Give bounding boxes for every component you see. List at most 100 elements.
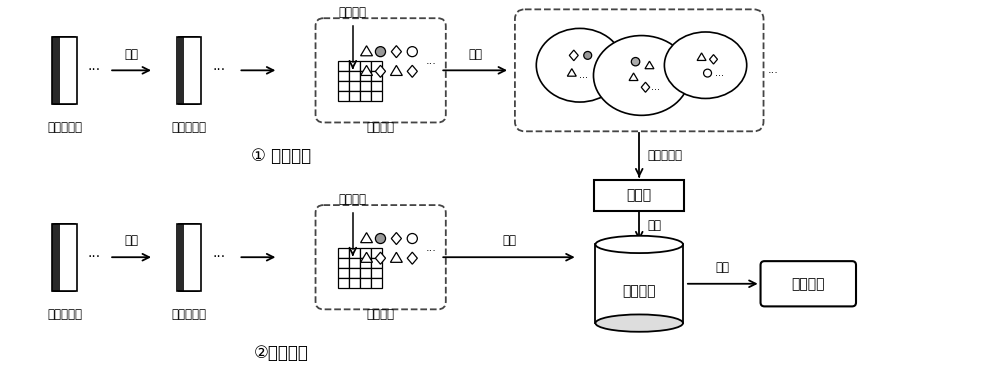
Bar (338, 248, 349, 258)
Bar (55, 224, 73, 291)
Bar (349, 258, 360, 268)
Text: ...: ... (768, 65, 778, 75)
Text: 抽样: 抽样 (124, 234, 138, 247)
Bar (349, 61, 360, 71)
Bar (360, 81, 371, 91)
Bar (349, 278, 360, 288)
Bar (338, 91, 349, 101)
Polygon shape (361, 66, 373, 75)
Polygon shape (390, 252, 402, 262)
Ellipse shape (595, 315, 683, 332)
Bar (177, 37, 195, 104)
Ellipse shape (536, 28, 623, 102)
Text: ②测试过程: ②测试过程 (254, 344, 309, 362)
Text: 训练: 训练 (647, 219, 661, 232)
Bar (360, 248, 371, 258)
Text: 特征提取: 特征提取 (339, 193, 367, 206)
Text: ① 训练过程: ① 训练过程 (251, 147, 311, 165)
Text: 公开数据集: 公开数据集 (47, 122, 82, 135)
Bar (177, 224, 195, 291)
Text: 聚类: 聚类 (468, 47, 482, 61)
Text: 分类模型: 分类模型 (622, 285, 656, 299)
Polygon shape (645, 61, 654, 69)
Bar (371, 248, 382, 258)
Bar (52, 224, 69, 291)
Text: ...: ... (426, 243, 437, 253)
Text: 公开数据集: 公开数据集 (47, 309, 82, 321)
Circle shape (704, 69, 712, 77)
Bar (179, 37, 197, 104)
Bar (360, 258, 371, 268)
Bar (181, 37, 199, 104)
Bar (371, 258, 382, 268)
Bar (179, 224, 197, 291)
Text: ···: ··· (212, 250, 225, 264)
Text: 检测结果: 检测结果 (792, 277, 825, 291)
Polygon shape (391, 232, 401, 244)
Bar (360, 278, 371, 288)
Ellipse shape (595, 236, 683, 253)
Text: 抽样后流量: 抽样后流量 (171, 122, 206, 135)
Text: ...: ... (426, 56, 437, 66)
Ellipse shape (593, 36, 690, 115)
Bar (183, 37, 201, 104)
Bar (338, 258, 349, 268)
Bar (338, 278, 349, 288)
Bar (349, 268, 360, 278)
Bar (59, 37, 77, 104)
Bar (360, 61, 371, 71)
Bar (338, 71, 349, 81)
Ellipse shape (664, 32, 747, 99)
Bar (371, 268, 382, 278)
FancyBboxPatch shape (761, 261, 856, 306)
Circle shape (631, 58, 640, 66)
Polygon shape (361, 233, 373, 243)
Bar (57, 37, 75, 104)
Bar (360, 91, 371, 101)
Bar (53, 224, 71, 291)
Bar (371, 71, 382, 81)
Polygon shape (407, 252, 417, 264)
Text: 训练集: 训练集 (627, 188, 652, 202)
Polygon shape (710, 55, 717, 64)
Bar (371, 81, 382, 91)
Polygon shape (697, 53, 706, 61)
Bar (595, 244, 683, 323)
Polygon shape (361, 46, 373, 56)
Bar (183, 224, 201, 291)
Circle shape (407, 233, 417, 244)
Text: ...: ... (715, 68, 724, 78)
Bar (59, 224, 77, 291)
Bar (338, 268, 349, 278)
Polygon shape (569, 50, 578, 61)
Bar (338, 81, 349, 91)
Bar (371, 61, 382, 71)
Text: ···: ··· (88, 250, 101, 264)
Text: 流量特征: 流量特征 (367, 122, 395, 135)
Polygon shape (407, 65, 417, 77)
Polygon shape (391, 45, 401, 58)
Bar (52, 37, 69, 104)
Bar (55, 37, 73, 104)
Polygon shape (641, 82, 650, 92)
Polygon shape (390, 66, 402, 75)
Circle shape (375, 47, 386, 57)
Polygon shape (375, 65, 386, 77)
Text: ...: ... (579, 70, 588, 80)
Text: 验证并标注: 验证并标注 (647, 149, 682, 162)
Text: ...: ... (651, 82, 660, 92)
FancyBboxPatch shape (515, 9, 764, 131)
Bar (349, 91, 360, 101)
FancyBboxPatch shape (316, 205, 446, 309)
Bar (360, 71, 371, 81)
Bar (360, 268, 371, 278)
Bar (349, 81, 360, 91)
Polygon shape (375, 252, 386, 264)
FancyBboxPatch shape (316, 18, 446, 122)
Bar (181, 224, 199, 291)
Text: 输出: 输出 (716, 261, 730, 274)
Text: 抽样后流量: 抽样后流量 (171, 309, 206, 321)
Polygon shape (361, 252, 373, 262)
Text: 抽样: 抽样 (124, 47, 138, 61)
Bar (349, 71, 360, 81)
